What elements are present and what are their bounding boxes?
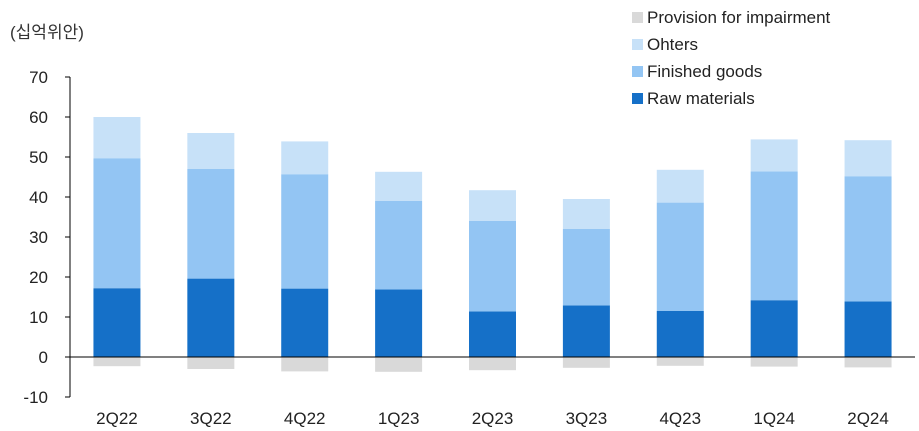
- legend-swatch: [632, 12, 643, 23]
- x-tick-label: 4Q22: [284, 409, 326, 428]
- x-tick-label: 2Q24: [847, 409, 889, 428]
- legend-label: Finished goods: [647, 61, 763, 81]
- bar-provision-for-impairment: [187, 357, 235, 369]
- y-tick-label: 0: [39, 348, 48, 367]
- bar-ohters: [187, 133, 235, 169]
- legend-swatch: [632, 93, 643, 104]
- bar-raw-materials: [750, 300, 798, 357]
- y-tick-label: -10: [23, 388, 48, 407]
- bar-ohters: [469, 190, 516, 221]
- y-tick-label: 30: [29, 228, 48, 247]
- bar-provision-for-impairment: [750, 357, 798, 367]
- legend-item: Ohters: [632, 31, 830, 58]
- legend-item: Finished goods: [632, 58, 830, 85]
- y-tick-label: 60: [29, 108, 48, 127]
- bar-raw-materials: [93, 288, 141, 357]
- bar-finished-goods: [844, 176, 892, 302]
- bar-ohters: [375, 171, 423, 201]
- x-tick-label: 3Q22: [190, 409, 232, 428]
- bar-provision-for-impairment: [375, 357, 423, 372]
- legend-item: Raw materials: [632, 85, 830, 112]
- y-tick-label: 40: [29, 188, 48, 207]
- bar-provision-for-impairment: [844, 357, 892, 368]
- legend-swatch: [632, 66, 643, 77]
- bar-provision-for-impairment: [281, 357, 329, 372]
- y-tick-label: 10: [29, 308, 48, 327]
- x-tick-label: 1Q24: [753, 409, 795, 428]
- bar-raw-materials: [281, 288, 329, 357]
- bar-provision-for-impairment: [656, 357, 704, 366]
- x-tick-label: 4Q23: [659, 409, 701, 428]
- bar-finished-goods: [375, 201, 423, 290]
- bar-ohters: [656, 169, 704, 203]
- bar-ohters: [750, 139, 798, 172]
- bar-ohters: [281, 141, 329, 175]
- legend-label: Ohters: [647, 34, 699, 54]
- bar-provision-for-impairment: [93, 357, 141, 367]
- bar-raw-materials: [844, 301, 892, 357]
- y-tick-label: 70: [29, 68, 48, 87]
- y-tick-label: 50: [29, 148, 48, 167]
- bar-ohters: [93, 117, 141, 159]
- bar-finished-goods: [187, 169, 235, 279]
- x-tick-label: 3Q23: [566, 409, 608, 428]
- bar-raw-materials: [562, 305, 610, 357]
- bar-provision-for-impairment: [562, 357, 610, 368]
- bar-finished-goods: [281, 174, 329, 289]
- legend: Provision for impairment Ohters Finished g…: [632, 4, 830, 112]
- bar-raw-materials: [187, 278, 235, 357]
- legend-swatch: [632, 39, 643, 50]
- bar-finished-goods: [93, 158, 141, 289]
- x-tick-label: 1Q23: [378, 409, 420, 428]
- bar-raw-materials: [375, 289, 423, 357]
- legend-item: Provision for impairment: [632, 4, 830, 31]
- bar-finished-goods: [656, 202, 704, 311]
- legend-label: Raw materials: [647, 88, 755, 108]
- bar-raw-materials: [469, 311, 516, 357]
- bar-finished-goods: [562, 229, 610, 306]
- x-tick-label: 2Q23: [472, 409, 514, 428]
- bar-raw-materials: [656, 311, 704, 357]
- bar-finished-goods: [469, 221, 516, 312]
- bar-finished-goods: [750, 171, 798, 301]
- unit-label: (십억위안): [10, 23, 84, 42]
- bar-provision-for-impairment: [469, 357, 516, 371]
- bar-ohters: [844, 140, 892, 177]
- bar-ohters: [562, 199, 610, 229]
- legend-label: Provision for impairment: [647, 7, 831, 27]
- x-tick-label: 2Q22: [96, 409, 138, 428]
- y-tick-label: 20: [29, 268, 48, 287]
